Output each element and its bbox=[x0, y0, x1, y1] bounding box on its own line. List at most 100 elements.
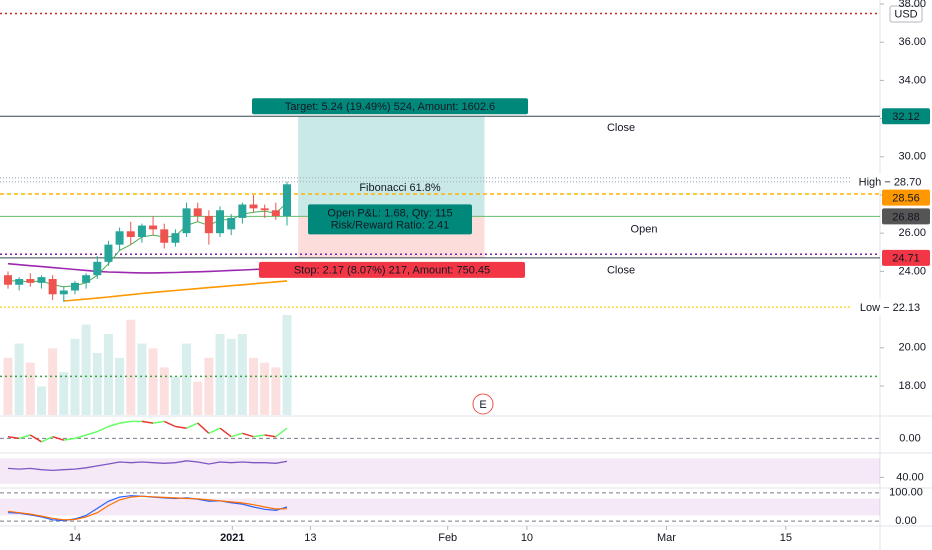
volume-bar bbox=[25, 362, 35, 415]
y-tick-label: 36.00 bbox=[898, 36, 926, 48]
price-label-bg bbox=[882, 208, 930, 225]
volume-bar bbox=[92, 353, 102, 415]
x-tick-label: 15 bbox=[780, 532, 792, 544]
stoch-tick-label: 0.00 bbox=[895, 515, 916, 527]
candle-body bbox=[137, 225, 146, 238]
profit-zone[interactable] bbox=[298, 116, 485, 217]
osc-segment bbox=[264, 434, 276, 438]
x-tick-label: Mar bbox=[657, 532, 676, 544]
candle-body bbox=[182, 208, 191, 234]
osc-segment bbox=[96, 425, 109, 433]
x-tick-label: 13 bbox=[304, 532, 316, 544]
candle-body bbox=[283, 184, 291, 216]
osc-segment bbox=[152, 420, 165, 424]
volume-bar bbox=[271, 367, 281, 415]
candle-body bbox=[4, 275, 12, 285]
volume-bar bbox=[159, 367, 169, 415]
volume-bar bbox=[115, 357, 125, 415]
osc-segment bbox=[63, 437, 76, 441]
rsi-line bbox=[7, 460, 288, 472]
price-label: 32.12 bbox=[892, 111, 920, 123]
volume-bar bbox=[170, 376, 180, 415]
volume-bar bbox=[137, 343, 147, 415]
y-tick-label: 20.00 bbox=[898, 342, 926, 354]
volume-bar bbox=[204, 357, 214, 415]
candle-body bbox=[149, 225, 158, 230]
price-label: 28.56 bbox=[892, 193, 920, 205]
ma-line bbox=[63, 280, 288, 302]
candle-body bbox=[238, 204, 247, 218]
stoch-band bbox=[0, 498, 880, 516]
candle-body bbox=[15, 279, 24, 285]
price-label-bg bbox=[882, 249, 930, 266]
candle-body bbox=[59, 290, 68, 295]
candle-body bbox=[171, 233, 180, 243]
ma-line bbox=[7, 262, 288, 274]
candle-body bbox=[260, 208, 269, 211]
candle-body bbox=[204, 215, 213, 234]
x-tick-label: 10 bbox=[521, 532, 533, 544]
candle-body bbox=[26, 279, 35, 283]
candle-body bbox=[160, 229, 169, 243]
osc-segment bbox=[52, 435, 65, 441]
osc-segment bbox=[18, 434, 31, 440]
volume-bar bbox=[103, 334, 113, 415]
osc-segment bbox=[219, 427, 232, 438]
volume-bar bbox=[249, 357, 259, 415]
pnl-bg bbox=[308, 204, 472, 235]
volume-bar bbox=[59, 372, 69, 415]
price-label: 26.88 bbox=[892, 211, 920, 223]
target-label-bg bbox=[252, 98, 528, 115]
volume-bar bbox=[193, 381, 203, 415]
candle-body bbox=[193, 208, 202, 216]
osc-segment bbox=[141, 420, 154, 424]
stoch-tick-label: 100.00 bbox=[889, 487, 923, 499]
candle-body bbox=[70, 282, 79, 291]
osc-segment bbox=[41, 436, 53, 443]
price-label: Low − 22.13 bbox=[860, 302, 920, 314]
osc-segment bbox=[108, 422, 120, 428]
candle-body bbox=[216, 210, 225, 234]
osc-segment bbox=[230, 432, 243, 438]
price-label-bg bbox=[882, 189, 930, 206]
price-label: 24.71 bbox=[892, 253, 920, 265]
candle-body bbox=[93, 261, 102, 276]
x-tick-label: Feb bbox=[438, 532, 457, 544]
close-label: Close bbox=[607, 122, 635, 134]
y-tick-label: 38.00 bbox=[898, 0, 926, 10]
osc-tick-label: 0.00 bbox=[899, 432, 920, 444]
pnl-label: Open P&L: 1.68, Qty: 115 bbox=[327, 207, 452, 219]
stop-label-bg bbox=[259, 261, 525, 278]
event-marker[interactable] bbox=[472, 393, 494, 415]
close-label: Close bbox=[607, 265, 635, 277]
osc-segment bbox=[29, 434, 42, 443]
candle-body bbox=[126, 231, 135, 238]
volume-bar bbox=[148, 348, 158, 415]
osc-segment bbox=[175, 425, 187, 429]
osc-segment bbox=[197, 422, 210, 434]
volume-bar bbox=[215, 334, 225, 415]
stoch-d bbox=[7, 495, 288, 521]
osc-segment bbox=[275, 427, 288, 438]
osc-segment bbox=[242, 432, 254, 438]
volume-bar bbox=[126, 319, 136, 415]
candle-body bbox=[104, 244, 113, 262]
y-tick-label: 34.00 bbox=[898, 74, 926, 86]
x-tick-label: 2021 bbox=[220, 532, 244, 544]
osc-segment bbox=[7, 435, 20, 440]
event-label: E bbox=[479, 399, 486, 411]
y-tick-label: 26.00 bbox=[898, 227, 926, 239]
currency-box[interactable] bbox=[889, 5, 923, 23]
fibonacci-label: Fibonacci 61.8% bbox=[359, 182, 441, 194]
osc-segment bbox=[119, 420, 131, 424]
volume-bar bbox=[182, 343, 192, 415]
candle-body bbox=[37, 277, 46, 283]
candle-body bbox=[82, 275, 91, 283]
volume-bar bbox=[237, 334, 247, 415]
volume-bar bbox=[3, 357, 13, 415]
currency: USD bbox=[894, 8, 917, 20]
volume-bar bbox=[282, 315, 292, 415]
y-tick-label: 30.00 bbox=[898, 151, 926, 163]
price-label-bg bbox=[882, 108, 930, 125]
